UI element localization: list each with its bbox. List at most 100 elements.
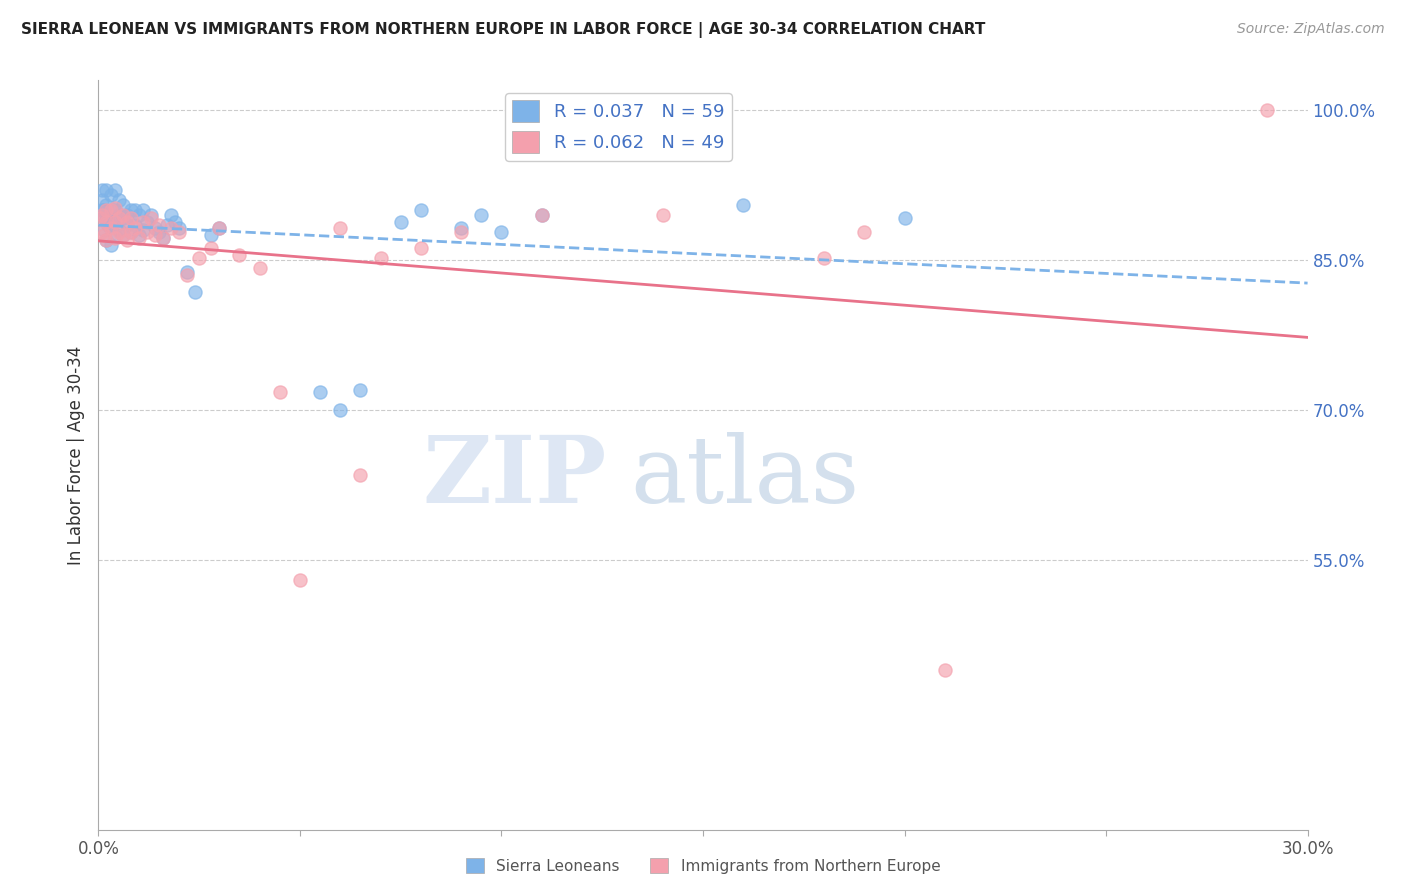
Point: [103, 213, 125, 227]
Point: [89, 211, 111, 226]
Point: [208, 221, 231, 235]
Point: [389, 215, 412, 229]
Point: [156, 218, 179, 232]
Point: [139, 211, 162, 226]
Point: [893, 211, 915, 226]
Point: [167, 221, 190, 235]
Point: [143, 221, 166, 235]
Point: [107, 223, 129, 237]
Point: [470, 208, 492, 222]
Point: [97, 218, 120, 232]
Text: ZIP: ZIP: [422, 433, 606, 523]
Point: [188, 251, 211, 265]
Point: [288, 573, 311, 587]
Point: [96, 215, 118, 229]
Point: [132, 223, 155, 237]
Point: [120, 225, 142, 239]
Point: [132, 203, 155, 218]
Point: [160, 208, 183, 222]
Point: [329, 403, 352, 417]
Point: [491, 225, 513, 239]
Point: [813, 251, 835, 265]
Point: [96, 183, 118, 197]
Point: [530, 208, 553, 222]
Point: [91, 203, 114, 218]
Text: atlas: atlas: [630, 433, 859, 523]
Point: [115, 215, 138, 229]
Point: [1256, 103, 1278, 118]
Point: [120, 211, 142, 226]
Point: [111, 198, 134, 212]
Point: [100, 238, 122, 252]
Point: [91, 208, 114, 222]
Point: [370, 251, 392, 265]
Point: [111, 228, 134, 243]
Point: [115, 208, 138, 222]
Point: [128, 231, 150, 245]
Point: [163, 215, 186, 229]
Point: [111, 228, 134, 243]
Point: [107, 225, 129, 239]
Legend: Sierra Leoneans, Immigrants from Northern Europe: Sierra Leoneans, Immigrants from Norther…: [460, 852, 946, 880]
Point: [103, 201, 125, 215]
Point: [128, 208, 150, 222]
Point: [103, 231, 125, 245]
Point: [93, 228, 115, 243]
Point: [100, 221, 122, 235]
Point: [148, 225, 170, 239]
Point: [103, 203, 125, 218]
Point: [269, 384, 291, 399]
Point: [111, 208, 134, 222]
Point: [120, 225, 142, 239]
Point: [96, 213, 118, 227]
Point: [124, 218, 146, 232]
Point: [103, 215, 125, 229]
Point: [100, 188, 122, 202]
Point: [934, 663, 956, 677]
Point: [107, 208, 129, 222]
Point: [167, 225, 190, 239]
Point: [160, 221, 183, 235]
Point: [208, 221, 231, 235]
Point: [96, 203, 118, 218]
Point: [309, 384, 332, 399]
Point: [152, 231, 174, 245]
Point: [107, 193, 129, 207]
Point: [733, 198, 755, 212]
Point: [96, 233, 118, 247]
Point: [200, 228, 222, 243]
Point: [228, 248, 250, 262]
Point: [349, 467, 371, 482]
Point: [450, 221, 472, 235]
Point: [91, 193, 114, 207]
Point: [115, 233, 138, 247]
Point: [135, 225, 157, 239]
Point: [96, 233, 118, 247]
Point: [115, 218, 138, 232]
Point: [100, 203, 122, 218]
Point: [93, 223, 115, 237]
Point: [96, 198, 118, 212]
Text: SIERRA LEONEAN VS IMMIGRANTS FROM NORTHERN EUROPE IN LABOR FORCE | AGE 30-34 COR: SIERRA LEONEAN VS IMMIGRANTS FROM NORTHE…: [21, 22, 986, 38]
Y-axis label: In Labor Force | Age 30-34: In Labor Force | Age 30-34: [66, 345, 84, 565]
Point: [409, 241, 432, 255]
Point: [349, 383, 371, 397]
Point: [450, 225, 472, 239]
Point: [530, 208, 553, 222]
Point: [249, 261, 271, 276]
Point: [143, 228, 166, 243]
Point: [103, 228, 125, 243]
Point: [91, 225, 114, 239]
Point: [89, 208, 111, 222]
Point: [93, 203, 115, 218]
Point: [139, 208, 162, 222]
Point: [152, 231, 174, 245]
Point: [111, 211, 134, 226]
Point: [329, 221, 352, 235]
Point: [103, 183, 125, 197]
Point: [124, 221, 146, 235]
Point: [148, 218, 170, 232]
Point: [135, 215, 157, 229]
Point: [651, 208, 673, 222]
Point: [124, 203, 146, 218]
